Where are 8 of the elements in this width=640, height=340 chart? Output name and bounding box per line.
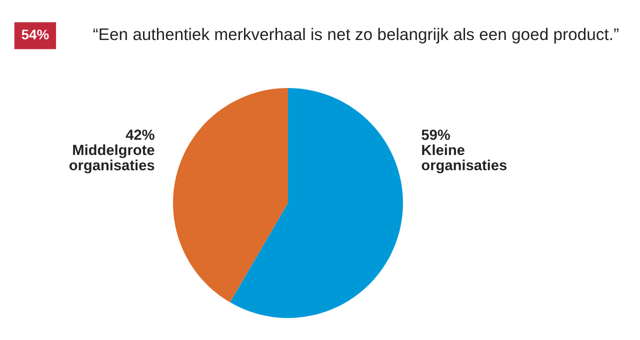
pie-slice [173,88,288,302]
data-label: 42% [126,130,154,140]
slice-label: Middelgrote organisaties [69,144,154,174]
text: 54% [22,30,49,40]
pie-slice [230,88,403,318]
chart-title: “Een authentiek merkverhaal is net zo belangrijk als een goed product.” [93,28,618,44]
data-label: 59% [422,130,450,140]
slice-label: Kleine organisaties [422,144,507,174]
